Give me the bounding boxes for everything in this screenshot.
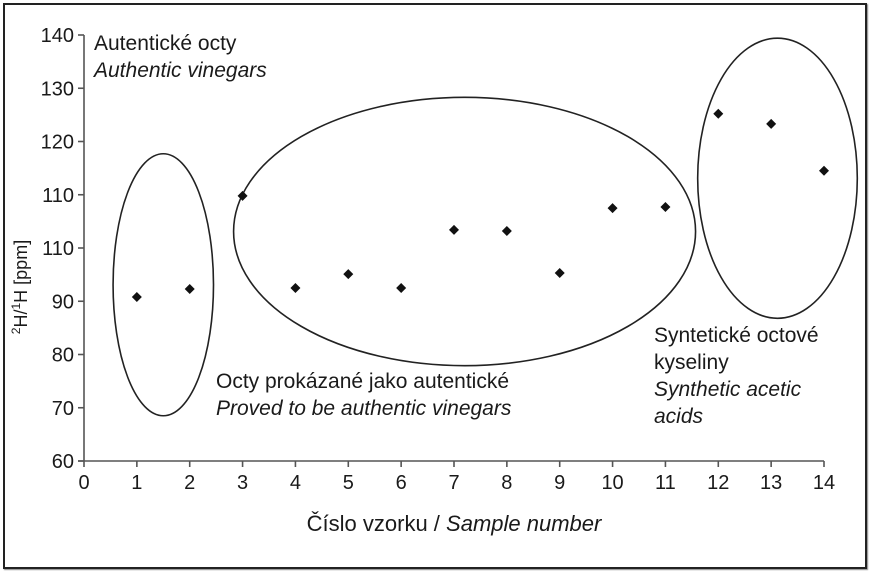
x-tick-label: 12: [707, 472, 729, 494]
x-tick-label: 2: [184, 472, 195, 494]
y-tick-label: 140: [41, 25, 74, 47]
x-tick-label: 7: [448, 472, 459, 494]
x-axis-ticks: 0 1 2 3 4 5 6 7 8 9 10 11 12 13 14: [78, 461, 835, 494]
data-points: [131, 108, 829, 302]
x-tick-label: 8: [501, 472, 512, 494]
data-point-diamond: [501, 225, 512, 236]
y-tick-label: 60: [52, 451, 74, 473]
y-tick-label: 70: [52, 398, 74, 420]
data-point-diamond: [819, 165, 829, 176]
x-tick-label: 13: [760, 472, 782, 494]
y-tick-label: 130: [41, 78, 74, 100]
x-axis-label-en: Sample number: [446, 511, 603, 536]
data-point-diamond: [766, 118, 777, 129]
annotation-proved-cz: Octy prokázané jako autentické: [216, 370, 509, 393]
y-axis-ticks: 140 130 120 110 110 90 80 70 60: [41, 25, 84, 473]
y-tick-label: 110: [42, 238, 74, 260]
data-point-diamond: [660, 201, 671, 212]
x-tick-label: 1: [131, 472, 142, 494]
data-point-diamond: [131, 291, 142, 302]
annotation-authentic-cz: Autentické octy: [94, 32, 237, 55]
x-tick-label: 4: [290, 472, 301, 494]
data-point-diamond: [184, 284, 195, 295]
group-ellipse-authentic: [112, 152, 215, 417]
x-tick-label: 6: [396, 472, 407, 494]
annotation-authentic-en: Authentic vinegars: [92, 59, 267, 82]
data-point-diamond: [713, 108, 724, 119]
y-tick-label: 120: [41, 132, 74, 154]
x-axis-label-cz: Číslo vzorku /: [307, 511, 446, 536]
annotation-synthetic-cz-1: Syntetické octové: [654, 324, 819, 347]
y-axis-label: 2H/1H [ppm]: [9, 240, 31, 334]
y-label-h-part1: H/: [11, 310, 31, 328]
data-point-diamond: [607, 203, 618, 214]
x-tick-label: 10: [601, 472, 623, 494]
y-tick-label: 90: [52, 291, 74, 313]
annotation-synthetic-cz-2: kyseliny: [654, 351, 729, 374]
annotation-synthetic-en-2: acids: [654, 405, 704, 428]
y-tick-label: 110: [42, 185, 74, 207]
x-tick-label: 5: [343, 472, 354, 494]
x-tick-label: 14: [813, 472, 835, 494]
group-ellipse-synthetic: [696, 37, 859, 320]
y-label-sup-2: 2: [9, 327, 23, 334]
x-tick-label: 3: [237, 472, 248, 494]
x-axis-label: Číslo vzorku / Sample number: [307, 511, 603, 536]
x-tick-label: 11: [655, 472, 676, 494]
data-point-diamond: [449, 224, 459, 235]
data-point-diamond: [290, 282, 301, 293]
annotation-synthetic-en-1: Synthetic acetic: [654, 378, 802, 401]
annotation-proved-en: Proved to be authentic vinegars: [216, 397, 512, 420]
y-label-sup-1: 1: [9, 303, 23, 310]
y-label-h-part2: H [ppm]: [11, 240, 31, 303]
chart-frame: [3, 3, 867, 569]
data-point-diamond: [343, 269, 354, 280]
data-point-diamond: [554, 268, 565, 279]
group-ellipses: [112, 37, 859, 417]
data-point-diamond: [396, 282, 407, 293]
data-point-diamond: [237, 190, 248, 201]
x-tick-label: 9: [554, 472, 565, 494]
x-tick-label: 0: [78, 472, 89, 494]
group-ellipse-proved: [232, 96, 697, 367]
y-tick-label: 80: [52, 345, 74, 367]
